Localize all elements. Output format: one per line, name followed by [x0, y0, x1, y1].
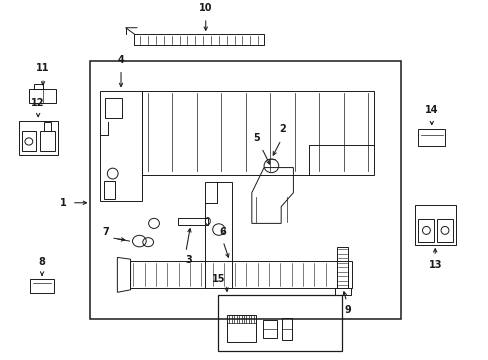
Bar [281, 318, 292, 340]
Bar [105, 98, 122, 118]
Bar [29, 89, 56, 103]
Bar [334, 288, 350, 295]
Bar [414, 205, 455, 245]
Bar [40, 131, 55, 151]
Bar [44, 122, 51, 131]
Bar [417, 219, 433, 242]
Text: 15: 15 [211, 274, 225, 284]
Text: 9: 9 [344, 305, 350, 315]
Bar [263, 320, 276, 338]
Bar [90, 61, 400, 319]
Text: 14: 14 [424, 105, 438, 115]
Bar [134, 34, 264, 45]
Bar [19, 121, 58, 155]
Text: 1: 1 [60, 198, 67, 208]
Text: 7: 7 [102, 228, 109, 238]
Bar [205, 182, 232, 288]
Text: 11: 11 [36, 63, 50, 73]
Text: 6: 6 [219, 226, 226, 237]
Bar [178, 217, 207, 225]
Bar [34, 84, 43, 89]
Text: 13: 13 [427, 260, 441, 270]
Bar [217, 295, 342, 351]
Text: 12: 12 [31, 98, 45, 108]
Bar [227, 315, 255, 342]
Bar [30, 279, 54, 293]
Text: 3: 3 [184, 256, 191, 265]
Text: 4: 4 [118, 55, 124, 65]
Bar [337, 247, 347, 288]
Bar [100, 91, 142, 201]
Text: 5: 5 [253, 133, 260, 143]
Text: 10: 10 [199, 3, 212, 13]
Bar [129, 261, 351, 288]
Text: 8: 8 [39, 257, 45, 267]
Bar [142, 90, 373, 175]
Bar [21, 131, 36, 151]
Text: 2: 2 [278, 124, 285, 134]
Bar [417, 129, 444, 146]
Bar [436, 219, 452, 242]
